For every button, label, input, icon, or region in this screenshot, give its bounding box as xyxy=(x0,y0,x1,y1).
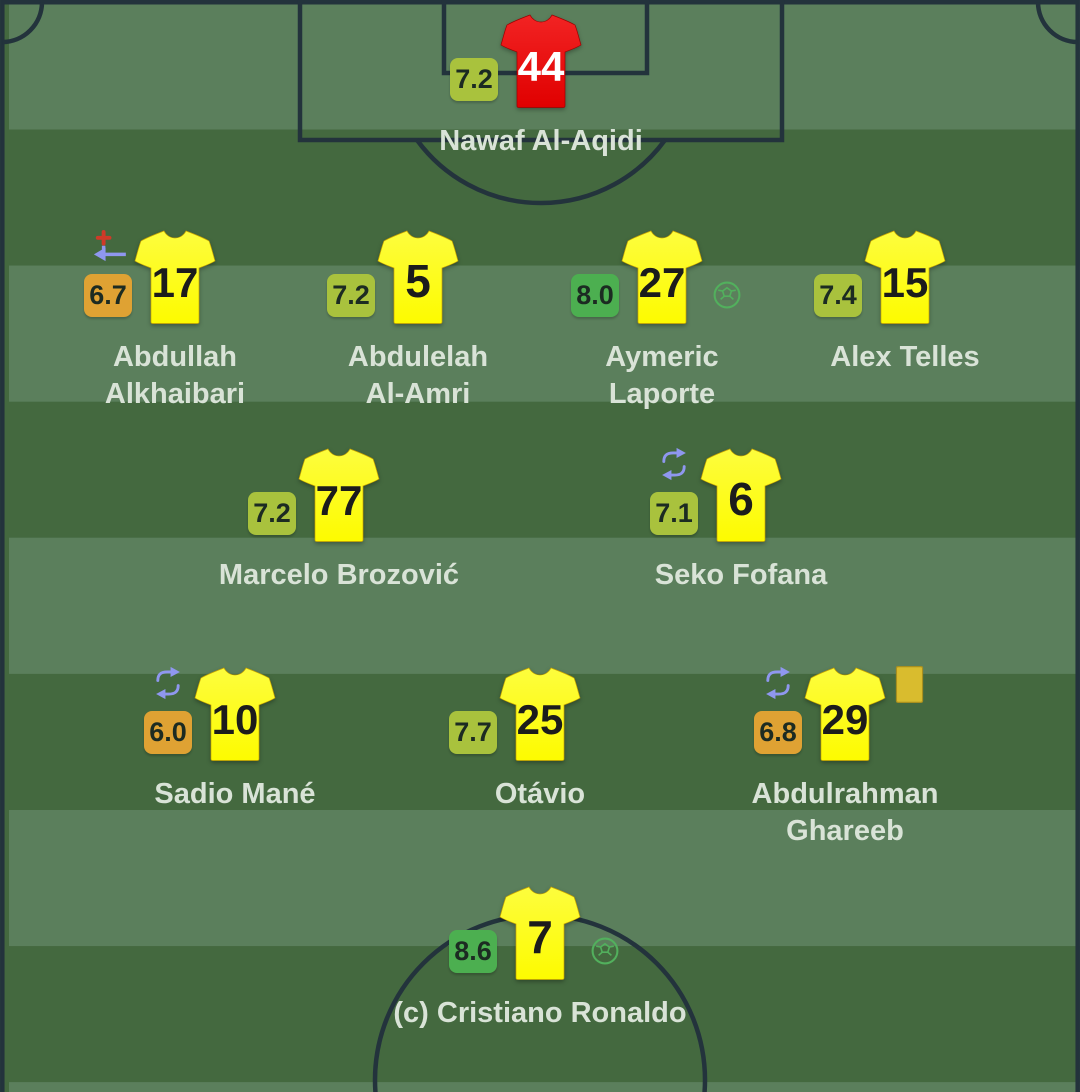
svg-text:6: 6 xyxy=(728,473,754,525)
svg-text:17: 17 xyxy=(152,259,199,306)
svg-text:29: 29 xyxy=(822,696,869,743)
svg-text:10: 10 xyxy=(212,696,259,743)
svg-text:25: 25 xyxy=(517,696,564,743)
svg-text:77: 77 xyxy=(316,477,363,524)
svg-text:44: 44 xyxy=(518,43,565,90)
svg-text:5: 5 xyxy=(405,255,431,307)
svg-text:27: 27 xyxy=(639,259,686,306)
svg-text:7: 7 xyxy=(527,911,553,963)
svg-text:15: 15 xyxy=(882,259,929,306)
